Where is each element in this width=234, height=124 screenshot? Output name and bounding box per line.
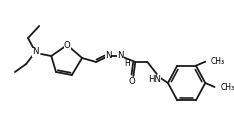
Text: N: N: [105, 51, 111, 61]
Text: CH₃: CH₃: [211, 57, 225, 66]
Text: O: O: [128, 77, 135, 86]
Text: HN: HN: [148, 76, 161, 84]
Text: O: O: [64, 41, 71, 49]
Text: N: N: [32, 47, 39, 57]
Text: CH₃: CH₃: [220, 82, 234, 92]
Text: N: N: [117, 51, 124, 61]
Text: H: H: [124, 60, 130, 68]
